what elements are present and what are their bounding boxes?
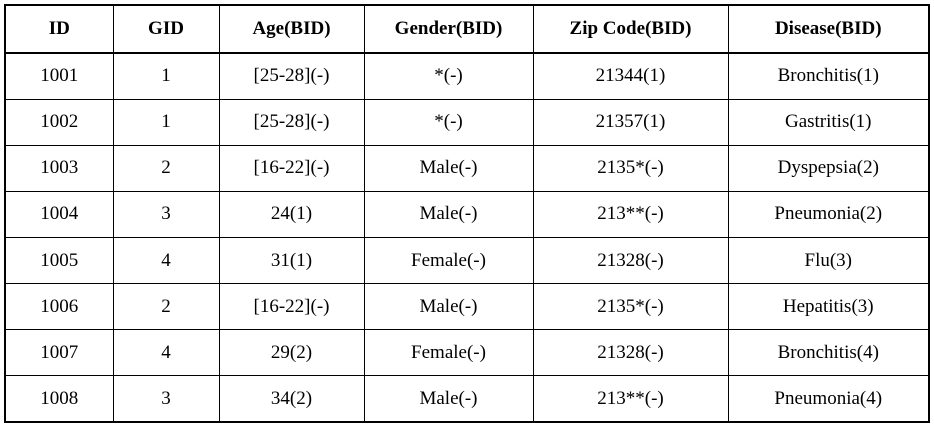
cell-gender: *(-) — [363, 98, 534, 146]
cell-age: [25-28](-) — [218, 52, 365, 100]
table-row: 1003 2 [16-22](-) Male(-) 2135*(-) Dyspe… — [4, 144, 930, 192]
cell-gid: 1 — [112, 98, 220, 146]
header-gid: GID — [112, 4, 220, 54]
cell-id: 1001 — [4, 52, 114, 100]
cell-gender: Female(-) — [363, 329, 534, 377]
cell-disease: Gastritis(1) — [727, 98, 930, 146]
cell-id: 1003 — [4, 144, 114, 192]
cell-id: 1006 — [4, 283, 114, 331]
cell-age: 31(1) — [218, 236, 365, 285]
header-id: ID — [4, 4, 114, 54]
cell-age: 34(2) — [218, 375, 365, 423]
cell-zip-code: 2135*(-) — [532, 144, 729, 192]
cell-gid: 4 — [112, 236, 220, 285]
cell-gender: Male(-) — [363, 144, 534, 192]
cell-id: 1007 — [4, 329, 114, 377]
cell-gid: 1 — [112, 52, 220, 100]
table-row: 1004 3 24(1) Male(-) 213**(-) Pneumonia(… — [4, 190, 930, 239]
cell-gid: 2 — [112, 283, 220, 331]
cell-disease: Pneumonia(4) — [727, 375, 930, 423]
cell-disease: Dyspepsia(2) — [727, 144, 930, 192]
header-gender: Gender(BID) — [363, 4, 534, 54]
header-row: ID GID Age(BID) Gender(BID) Zip Code(BID… — [4, 4, 930, 54]
cell-age: [16-22](-) — [218, 144, 365, 192]
cell-disease: Flu(3) — [727, 236, 930, 285]
header-zip-code: Zip Code(BID) — [532, 4, 729, 54]
cell-zip-code: 21328(-) — [532, 236, 729, 285]
cell-gid: 3 — [112, 190, 220, 239]
cell-zip-code: 21328(-) — [532, 329, 729, 377]
table-row: 1006 2 [16-22](-) Male(-) 2135*(-) Hepat… — [4, 283, 930, 331]
cell-gender: *(-) — [363, 52, 534, 100]
table-row: 1001 1 [25-28](-) *(-) 21344(1) Bronchit… — [4, 52, 930, 100]
table-row: 1007 4 29(2) Female(-) 21328(-) Bronchit… — [4, 329, 930, 377]
cell-gid: 4 — [112, 329, 220, 377]
cell-gender: Male(-) — [363, 283, 534, 331]
cell-gid: 3 — [112, 375, 220, 423]
header-age: Age(BID) — [218, 4, 365, 54]
table-row: 1002 1 [25-28](-) *(-) 21357(1) Gastriti… — [4, 98, 930, 146]
cell-gender: Male(-) — [363, 375, 534, 423]
cell-disease: Pneumonia(2) — [727, 190, 930, 239]
cell-age: 29(2) — [218, 329, 365, 377]
cell-gender: Female(-) — [363, 236, 534, 285]
cell-disease: Bronchitis(4) — [727, 329, 930, 377]
cell-id: 1002 — [4, 98, 114, 146]
cell-zip-code: 213**(-) — [532, 375, 729, 423]
table-row: 1005 4 31(1) Female(-) 21328(-) Flu(3) — [4, 236, 930, 285]
header-disease: Disease(BID) — [727, 4, 930, 54]
cell-gid: 2 — [112, 144, 220, 192]
cell-disease: Hepatitis(3) — [727, 283, 930, 331]
cell-age: [25-28](-) — [218, 98, 365, 146]
cell-zip-code: 213**(-) — [532, 190, 729, 239]
data-table: ID GID Age(BID) Gender(BID) Zip Code(BID… — [4, 4, 930, 423]
cell-disease: Bronchitis(1) — [727, 52, 930, 100]
cell-zip-code: 2135*(-) — [532, 283, 729, 331]
cell-age: [16-22](-) — [218, 283, 365, 331]
cell-id: 1008 — [4, 375, 114, 423]
cell-zip-code: 21357(1) — [532, 98, 729, 146]
cell-gender: Male(-) — [363, 190, 534, 239]
cell-zip-code: 21344(1) — [532, 52, 729, 100]
cell-id: 1004 — [4, 190, 114, 239]
table-row: 1008 3 34(2) Male(-) 213**(-) Pneumonia(… — [4, 375, 930, 423]
cell-age: 24(1) — [218, 190, 365, 239]
cell-id: 1005 — [4, 236, 114, 285]
